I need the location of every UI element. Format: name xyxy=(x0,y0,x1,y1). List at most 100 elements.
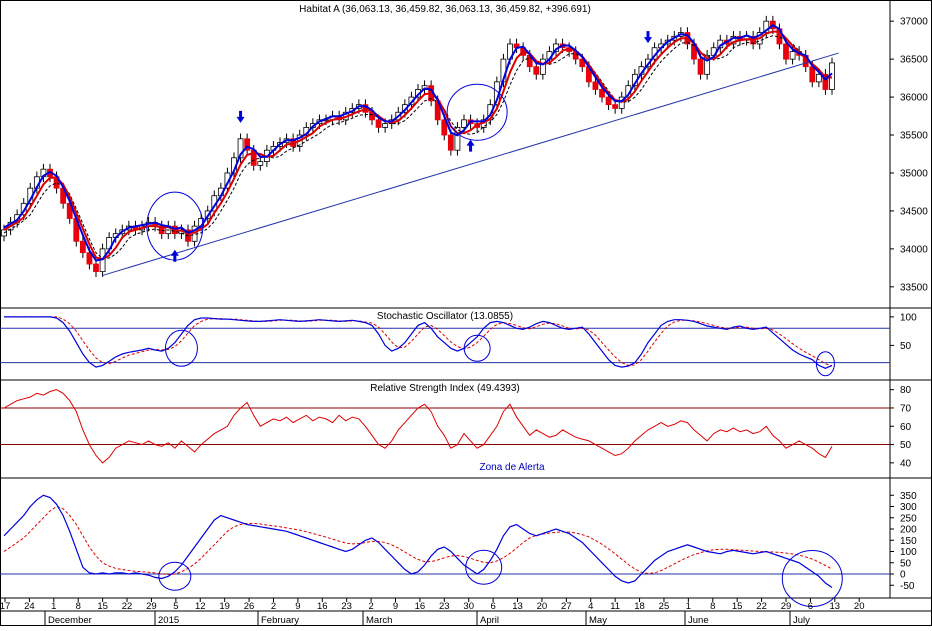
osc-axis-tick-label: 50 xyxy=(900,558,912,569)
candle-up xyxy=(461,119,467,128)
candle-down xyxy=(375,119,382,128)
osc-axis-tick-label: 300 xyxy=(900,502,917,513)
x-tick-label: 20 xyxy=(854,601,865,612)
rsi-axis-tick-label: 60 xyxy=(900,422,912,433)
highlight-circle xyxy=(463,334,491,362)
candle-down xyxy=(822,73,829,90)
buy-arrow-icon xyxy=(170,249,179,262)
stoch-main-line xyxy=(4,316,833,369)
x-tick-label: 12 xyxy=(195,601,206,612)
x-tick-label: 13 xyxy=(830,601,841,612)
stoch-axis-tick-label: 50 xyxy=(900,341,912,352)
highlight-circle xyxy=(158,561,192,591)
highlight-circle xyxy=(781,550,843,607)
price-axis-tick-label: 36500 xyxy=(900,55,928,66)
x-tick-label: 4 xyxy=(588,601,593,612)
osc-signal-line xyxy=(3,505,833,576)
candle-up xyxy=(237,138,244,159)
x-tick-label: 9 xyxy=(295,601,300,612)
chart-title: Habitat A (36,063.13, 36,459.82, 36,063.… xyxy=(299,4,591,15)
x-tick-label: 5 xyxy=(173,601,178,612)
month-label: March xyxy=(366,615,392,626)
candle-down xyxy=(244,138,251,151)
osc-axis-tick-label: 350 xyxy=(900,491,917,502)
highlight-circle xyxy=(446,83,508,141)
x-tick-label: 13 xyxy=(512,601,523,612)
candle-up xyxy=(454,127,461,151)
candle-up xyxy=(539,58,546,75)
x-tick-label: 9 xyxy=(393,601,398,612)
stoch-axis-tick-label: 100 xyxy=(900,312,917,323)
price-axis-tick-label: 34500 xyxy=(900,206,928,217)
price-axis-tick-label: 35500 xyxy=(900,131,928,142)
x-tick-label: 30 xyxy=(463,601,474,612)
x-tick-label: 23 xyxy=(341,601,352,612)
candle-down xyxy=(533,66,540,75)
y-axes: 33500 34000 34500 35000 35500 36000 36500 37000… xyxy=(890,17,928,592)
price-axis-tick-label: 36000 xyxy=(900,93,928,104)
highlight-circle xyxy=(465,549,503,585)
candle-down xyxy=(612,104,619,109)
x-tick-label: 29 xyxy=(146,601,157,612)
x-tick-label: 26 xyxy=(244,601,255,612)
x-tick-label: 8 xyxy=(76,601,81,612)
candle-up xyxy=(1,229,7,237)
candle-down xyxy=(93,263,99,273)
annotations xyxy=(146,31,843,607)
month-label: February xyxy=(261,615,299,626)
price-axis-tick-label: 35000 xyxy=(900,168,928,179)
x-tick-label: 23 xyxy=(439,601,450,612)
osc-axis-tick-label: 0 xyxy=(900,570,906,581)
indicator-levels xyxy=(0,327,890,575)
rsi-line xyxy=(3,389,833,464)
candle-up xyxy=(20,202,27,216)
x-tick-label: 15 xyxy=(97,601,108,612)
candle-down xyxy=(783,43,789,60)
highlight-circle xyxy=(815,351,835,377)
month-label: April xyxy=(480,615,499,626)
x-tick-label: 18 xyxy=(634,601,645,612)
x-tick-label: 8 xyxy=(710,601,715,612)
osc-axis-tick-label: 150 xyxy=(900,536,917,547)
osc-axis-tick-label: -50 xyxy=(900,581,915,592)
sell-arrow-icon xyxy=(236,110,245,123)
rsi-axis-tick-label: 40 xyxy=(900,458,912,469)
osc-main-line xyxy=(3,494,833,588)
candle-up xyxy=(704,54,711,75)
candle-down xyxy=(599,89,605,98)
osc-axis-tick-label: 200 xyxy=(900,525,917,536)
alert-zone-label: Zona de Alerta xyxy=(479,462,544,473)
x-tick-label: 16 xyxy=(415,601,426,612)
x-axis: 17 24 1 8 15 22 29 5 12 19 26 2 9 16 23 2 9 16 23 30 6 13 20 27… xyxy=(0,598,865,626)
x-tick-label: 20 xyxy=(537,601,548,612)
x-tick-label: 29 xyxy=(781,601,792,612)
month-label: July xyxy=(793,615,810,626)
x-tick-label: 19 xyxy=(219,601,230,612)
price-ma-blue xyxy=(3,23,833,262)
stochastic-title: Stochastic Oscillator (13.0855) xyxy=(377,311,513,322)
stoch-signal-line xyxy=(4,316,833,367)
candle-down xyxy=(809,66,816,83)
osc-axis-tick-label: 250 xyxy=(900,513,917,524)
month-label: May xyxy=(589,615,607,626)
trendline xyxy=(102,52,839,276)
x-tick-label: 24 xyxy=(24,601,35,612)
x-tick-label: 22 xyxy=(756,601,767,612)
indicator-lines xyxy=(3,23,839,588)
price-axis-tick-label: 34000 xyxy=(900,244,928,255)
month-label: December xyxy=(48,615,92,626)
price-candles xyxy=(1,15,835,277)
highlight-circle xyxy=(146,191,204,261)
x-tick-label: 6 xyxy=(490,601,495,612)
x-tick-label: 2 xyxy=(271,601,276,612)
price-ma-slow-dashed xyxy=(3,35,833,260)
highlight-circle xyxy=(164,329,198,367)
candle-down xyxy=(697,58,704,75)
x-tick-label: 6 xyxy=(808,601,813,612)
candle-down xyxy=(79,240,86,254)
price-axis-tick-label: 37000 xyxy=(900,17,928,28)
month-label: 2015 xyxy=(158,615,179,626)
x-tick-label: 16 xyxy=(317,601,328,612)
